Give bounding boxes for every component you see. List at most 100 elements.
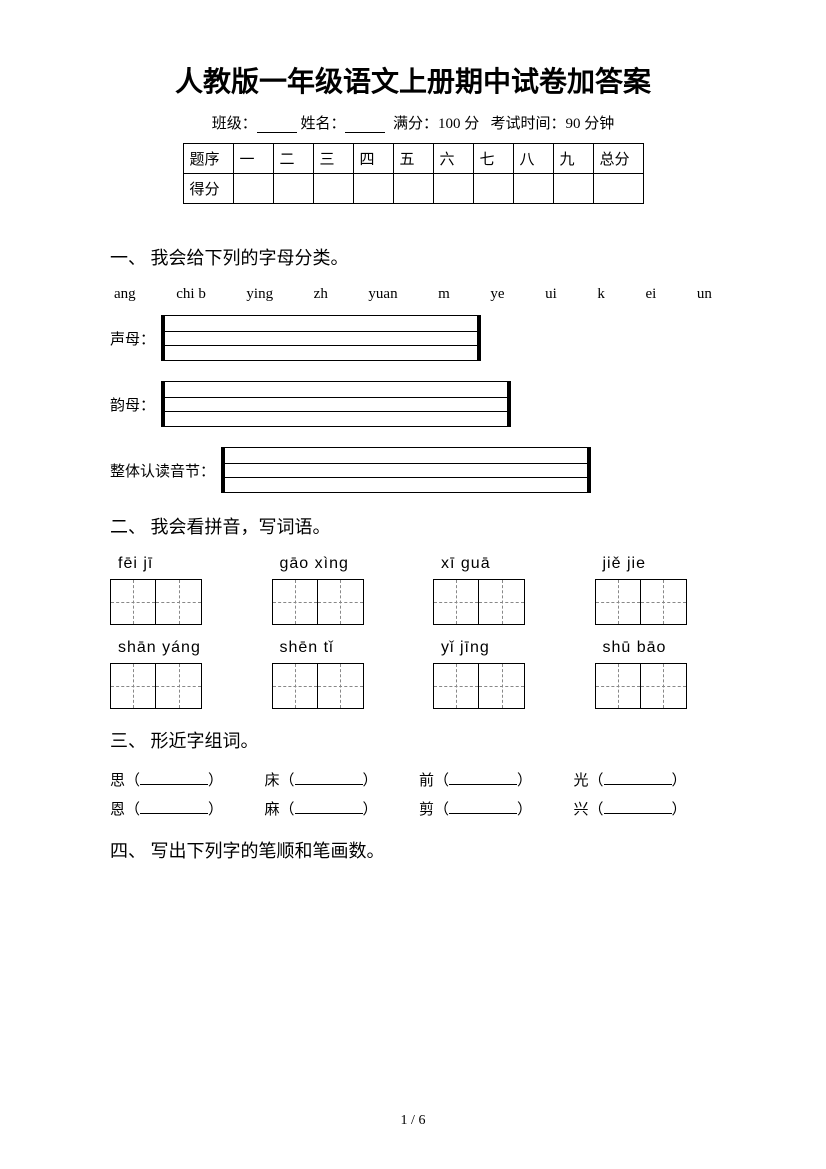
row2-label: 得分	[183, 174, 233, 204]
q3-item: 恩（）	[110, 798, 253, 819]
score-cell[interactable]	[313, 174, 353, 204]
col-header: 七	[473, 144, 513, 174]
pinyin-row: shān yáng shēn tǐ yǐ jīng shū bāo	[110, 639, 716, 709]
q4-title: 四、 写出下列字的笔顺和笔画数。	[110, 837, 716, 863]
pinyin-group: gāo xìng	[272, 555, 394, 625]
zi-box-pair[interactable]	[595, 579, 717, 625]
score-table: 题序 一 二 三 四 五 六 七 八 九 总分 得分	[183, 143, 644, 204]
classify-row-shengmu: 声母：	[110, 315, 716, 361]
pinyin-label: shēn tǐ	[272, 639, 394, 657]
score-cell[interactable]	[433, 174, 473, 204]
q3-item: 床（）	[265, 769, 408, 790]
q3-item: 光（）	[574, 769, 717, 790]
time-label: 考试时间：	[491, 116, 566, 132]
zi-box-pair[interactable]	[595, 663, 717, 709]
score-cell[interactable]	[513, 174, 553, 204]
page-number: 1 / 6	[0, 1113, 826, 1129]
pinyin-label: shū bāo	[595, 639, 717, 657]
pinyin-label: jiě jie	[595, 555, 717, 573]
name-blank[interactable]	[345, 119, 385, 133]
total-cell[interactable]	[593, 174, 643, 204]
col-header: 三	[313, 144, 353, 174]
answer-strip[interactable]	[161, 381, 511, 427]
letter-item: m	[438, 286, 450, 303]
letter-item: ei	[645, 286, 656, 303]
answer-blank[interactable]	[295, 773, 363, 785]
letter-item: ye	[490, 286, 504, 303]
letter-item: ang	[114, 286, 136, 303]
answer-blank[interactable]	[449, 773, 517, 785]
letter-item: ui	[545, 286, 557, 303]
q2-title: 二、 我会看拼音，写词语。	[110, 513, 716, 539]
pinyin-group: yǐ jīng	[433, 639, 555, 709]
row1-label: 题序	[183, 144, 233, 174]
col-header: 六	[433, 144, 473, 174]
classify-label: 声母：	[110, 328, 155, 349]
pinyin-group: shū bāo	[595, 639, 717, 709]
classify-row-yunmu: 韵母：	[110, 381, 716, 427]
answer-blank[interactable]	[604, 802, 672, 814]
q3-item: 兴（）	[574, 798, 717, 819]
q1-letters: ang chi b ying zh yuan m ye ui k ei un	[110, 286, 716, 303]
zi-box-pair[interactable]	[272, 579, 394, 625]
zi-box-pair[interactable]	[110, 579, 232, 625]
pinyin-label: yǐ jīng	[433, 639, 555, 657]
full-value: 100 分	[438, 116, 479, 132]
answer-strip[interactable]	[161, 315, 481, 361]
zi-box-pair[interactable]	[433, 663, 555, 709]
answer-blank[interactable]	[449, 802, 517, 814]
q3-item: 前（）	[419, 769, 562, 790]
pinyin-group: shān yáng	[110, 639, 232, 709]
class-blank[interactable]	[257, 119, 297, 133]
score-cell[interactable]	[393, 174, 433, 204]
col-header: 九	[553, 144, 593, 174]
table-row: 题序 一 二 三 四 五 六 七 八 九 总分	[183, 144, 643, 174]
letter-item: ying	[246, 286, 273, 303]
pinyin-group: xī guā	[433, 555, 555, 625]
pinyin-label: fēi jī	[110, 555, 232, 573]
letter-item: chi b	[176, 286, 206, 303]
pinyin-group: jiě jie	[595, 555, 717, 625]
page-title: 人教版一年级语文上册期中试卷加答案	[110, 60, 716, 100]
q3-item: 麻（）	[265, 798, 408, 819]
score-cell[interactable]	[273, 174, 313, 204]
zi-box-pair[interactable]	[433, 579, 555, 625]
score-cell[interactable]	[473, 174, 513, 204]
letter-item: yuan	[368, 286, 397, 303]
answer-blank[interactable]	[295, 802, 363, 814]
q3-title: 三、 形近字组词。	[110, 727, 716, 753]
time-value: 90 分钟	[566, 116, 615, 132]
answer-blank[interactable]	[140, 802, 208, 814]
full-label: 满分：	[393, 116, 438, 132]
col-header: 四	[353, 144, 393, 174]
q3-row: 恩（） 麻（） 剪（） 兴（）	[110, 798, 716, 819]
exam-info-line: 班级： 姓名： 满分：100 分 考试时间：90 分钟	[110, 112, 716, 133]
table-row: 得分	[183, 174, 643, 204]
col-header: 二	[273, 144, 313, 174]
q3-row: 思（） 床（） 前（） 光（）	[110, 769, 716, 790]
score-cell[interactable]	[233, 174, 273, 204]
total-header: 总分	[593, 144, 643, 174]
pinyin-label: xī guā	[433, 555, 555, 573]
pinyin-group: fēi jī	[110, 555, 232, 625]
col-header: 一	[233, 144, 273, 174]
answer-strip[interactable]	[221, 447, 591, 493]
score-cell[interactable]	[353, 174, 393, 204]
score-cell[interactable]	[553, 174, 593, 204]
letter-item: zh	[314, 286, 328, 303]
classify-row-zhengti: 整体认读音节：	[110, 447, 716, 493]
col-header: 八	[513, 144, 553, 174]
letter-item: k	[597, 286, 605, 303]
zi-box-pair[interactable]	[110, 663, 232, 709]
pinyin-row: fēi jī gāo xìng xī guā jiě jie	[110, 555, 716, 625]
name-label: 姓名：	[300, 116, 345, 132]
pinyin-group: shēn tǐ	[272, 639, 394, 709]
zi-box-pair[interactable]	[272, 663, 394, 709]
q1-title: 一、 我会给下列的字母分类。	[110, 244, 716, 270]
classify-label: 整体认读音节：	[110, 460, 215, 481]
class-label: 班级：	[212, 116, 257, 132]
answer-blank[interactable]	[604, 773, 672, 785]
classify-label: 韵母：	[110, 394, 155, 415]
answer-blank[interactable]	[140, 773, 208, 785]
q3-item: 剪（）	[419, 798, 562, 819]
